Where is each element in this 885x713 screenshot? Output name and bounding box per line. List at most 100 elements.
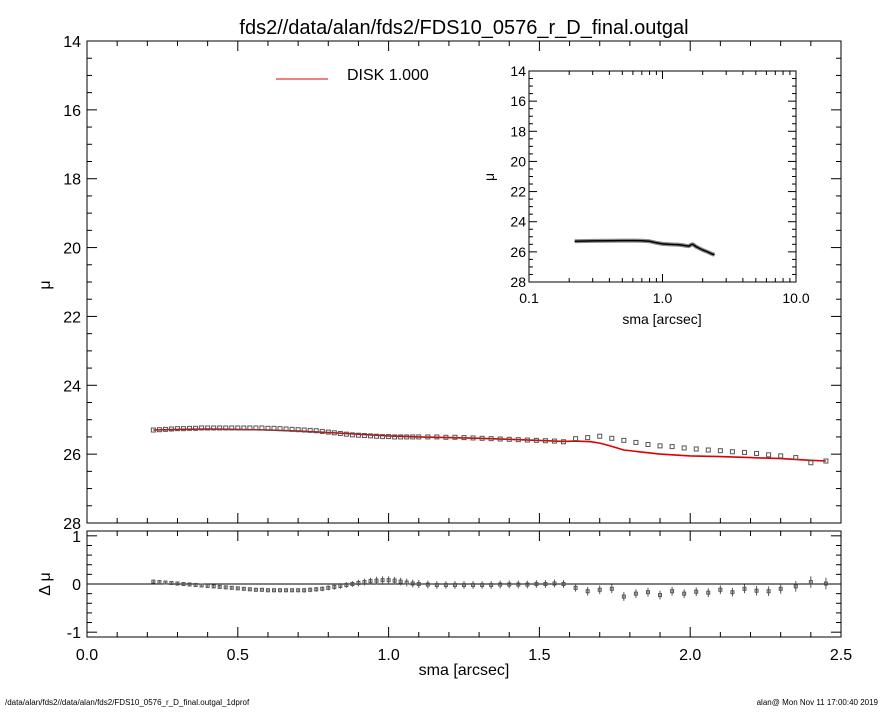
residual-point bbox=[410, 581, 415, 586]
main-data-point bbox=[259, 425, 265, 431]
footer-file-path: /data/alan/fds2//data/alan/fds2/FDS10_05… bbox=[5, 698, 250, 707]
inset-profile-line bbox=[574, 238, 716, 257]
residual-point bbox=[199, 583, 204, 588]
residual-point bbox=[259, 587, 264, 592]
main-data-point bbox=[823, 458, 829, 464]
inset-y-tick-label: 26 bbox=[510, 244, 526, 260]
main-data-point bbox=[754, 450, 760, 456]
main-data-point bbox=[271, 425, 277, 431]
residual-panel: -1 0 1 0.0 0.5 1.0 1.5 2.0 2.5 Δ μ sma [arcsec] bbox=[37, 529, 852, 679]
residual-point bbox=[525, 582, 530, 587]
main-data-point bbox=[229, 425, 235, 431]
main-data-point bbox=[585, 435, 591, 441]
residual-point bbox=[507, 582, 512, 587]
residual-point bbox=[543, 582, 548, 586]
residual-point bbox=[386, 578, 391, 583]
main-y-axis-label: μ bbox=[37, 280, 54, 289]
residual-point bbox=[823, 581, 828, 586]
residual-point bbox=[302, 588, 307, 593]
main-data-point bbox=[374, 433, 380, 439]
main-data-point bbox=[187, 425, 193, 431]
residual-point bbox=[247, 587, 252, 592]
residual-point bbox=[193, 582, 198, 587]
main-data-point bbox=[295, 427, 301, 433]
residual-x-tick-label: 1.5 bbox=[528, 647, 550, 664]
residual-point bbox=[730, 590, 735, 595]
residual-point bbox=[585, 589, 590, 594]
residual-point bbox=[265, 588, 270, 593]
residual-point bbox=[374, 578, 379, 583]
main-data-point bbox=[681, 445, 687, 451]
main-panel: 14 16 18 20 22 24 26 28 μ DISK 1.000 bbox=[37, 34, 842, 533]
main-data-point bbox=[561, 439, 567, 445]
main-x-axis bbox=[86, 41, 842, 523]
residual-point bbox=[211, 584, 216, 589]
residual-point bbox=[181, 582, 186, 586]
residual-point bbox=[552, 581, 557, 586]
residual-x-tick-label: 2.5 bbox=[830, 647, 852, 664]
main-data-point bbox=[199, 425, 205, 431]
residual-points bbox=[151, 576, 828, 601]
main-data-point bbox=[452, 434, 458, 440]
residual-point bbox=[480, 582, 485, 587]
main-data-point bbox=[669, 444, 675, 450]
residual-y-tick-label: 0 bbox=[72, 577, 81, 594]
residual-point bbox=[344, 582, 349, 587]
residual-point bbox=[332, 584, 337, 589]
residual-point bbox=[471, 582, 476, 587]
main-data-point bbox=[343, 431, 349, 437]
main-data-point bbox=[337, 430, 343, 436]
residual-point bbox=[645, 590, 650, 595]
residual-point bbox=[609, 586, 614, 591]
inset-y-tick-label: 22 bbox=[510, 184, 526, 200]
residual-point bbox=[169, 581, 174, 586]
main-data-point bbox=[404, 434, 410, 440]
residual-point bbox=[163, 580, 168, 585]
residual-point bbox=[416, 582, 421, 586]
inset-x-tick-label: 0.1 bbox=[519, 290, 539, 306]
main-data-point bbox=[645, 442, 651, 448]
residual-point bbox=[217, 584, 222, 589]
main-data-point bbox=[506, 436, 512, 442]
main-data-point bbox=[416, 434, 422, 440]
residual-point bbox=[793, 584, 798, 589]
inset-x-axis-label: sma [arcsec] bbox=[622, 311, 701, 327]
residual-point bbox=[754, 588, 759, 593]
main-data-point bbox=[331, 430, 337, 436]
inset-y-tick-label: 24 bbox=[510, 214, 526, 230]
main-data-point bbox=[313, 428, 319, 434]
residual-x-tick-label: 0.0 bbox=[76, 647, 98, 664]
main-data-point bbox=[392, 434, 398, 440]
residual-point bbox=[278, 588, 283, 593]
main-data-point bbox=[211, 425, 217, 431]
residual-point bbox=[658, 593, 663, 598]
main-data-point bbox=[307, 427, 313, 433]
residual-point bbox=[314, 587, 319, 592]
main-data-point bbox=[633, 439, 639, 445]
chart-title: fds2//data/alan/fds2/FDS10_0576_r_D_fina… bbox=[239, 17, 688, 39]
main-data-point bbox=[425, 434, 431, 440]
main-data-point bbox=[705, 447, 711, 453]
main-data-point bbox=[174, 426, 180, 432]
main-y-tick-label: 16 bbox=[63, 103, 81, 120]
main-data-point bbox=[766, 452, 772, 458]
main-data-point bbox=[193, 425, 199, 431]
residual-point bbox=[356, 581, 361, 586]
main-data-point bbox=[156, 427, 162, 433]
legend-label: DISK 1.000 bbox=[347, 67, 429, 84]
residual-point bbox=[534, 582, 539, 586]
residual-point bbox=[670, 589, 675, 594]
inset-profile-polyline bbox=[574, 239, 715, 256]
residual-point bbox=[320, 586, 325, 591]
residual-point bbox=[187, 582, 192, 587]
residual-point bbox=[392, 578, 397, 583]
main-data-point bbox=[355, 432, 361, 438]
main-data-point bbox=[247, 425, 253, 431]
residual-point bbox=[241, 586, 246, 591]
main-data-point bbox=[551, 438, 557, 444]
main-data-point bbox=[657, 443, 663, 449]
residual-y-tick-label: -1 bbox=[67, 625, 81, 642]
residual-point bbox=[296, 588, 301, 593]
residual-point bbox=[326, 585, 331, 590]
main-model-polyline bbox=[153, 428, 826, 462]
